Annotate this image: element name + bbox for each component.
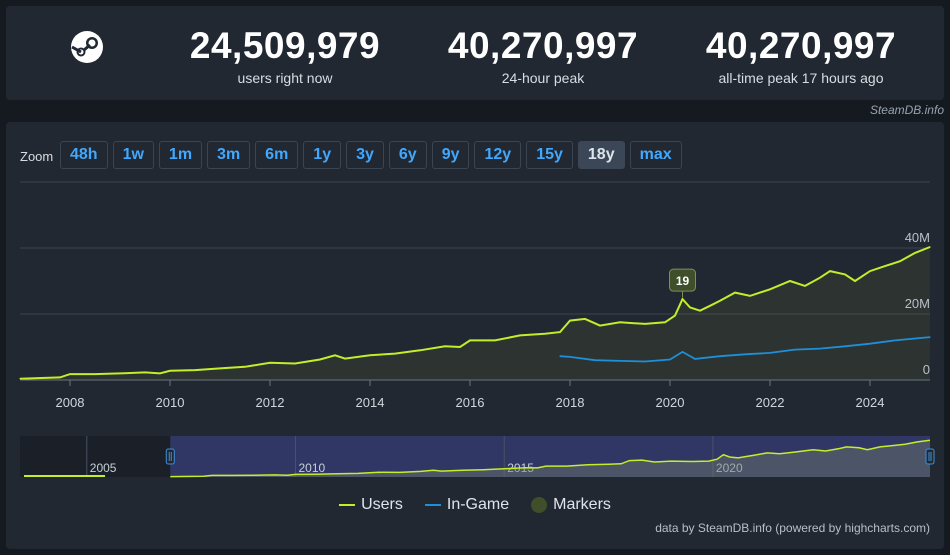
- stat-label: all-time peak 17 hours ago: [718, 70, 884, 86]
- legend-item-users[interactable]: Users: [339, 496, 403, 514]
- stat-value: 40,270,997: [705, 25, 897, 66]
- zoom-buttons: 48h 1w 1m 3m 6m 1y 3y 6y 9y 12y 15y 18y max: [60, 141, 682, 169]
- chart-panel: [6, 122, 944, 549]
- legend-item-in-game[interactable]: In-Game: [424, 496, 510, 514]
- zoom-button-15y[interactable]: 15y: [526, 141, 573, 169]
- legend-circle-icon: [531, 497, 548, 513]
- zoom-button-max[interactable]: max: [629, 141, 682, 169]
- legend-line-icon: [339, 504, 356, 506]
- zoom-button-12y[interactable]: 12y: [474, 141, 522, 169]
- stat-label: users right now: [237, 70, 333, 86]
- stats-panel: 24,509,979 users right now 40,270,997 24…: [6, 6, 944, 100]
- zoom-button-3m[interactable]: 3m: [207, 141, 251, 169]
- zoom-button-48h[interactable]: 48h: [60, 141, 108, 169]
- zoom-button-3y[interactable]: 3y: [346, 141, 384, 169]
- zoom-label: Zoom: [20, 149, 54, 164]
- zoom-button-18y[interactable]: 18y: [577, 141, 625, 169]
- legend-item-markers[interactable]: Markers: [531, 496, 611, 514]
- zoom-button-1w[interactable]: 1w: [112, 141, 154, 169]
- highcharts-credit[interactable]: data by SteamDB.info (powered by highcha…: [655, 521, 930, 535]
- steam-logo-icon: [71, 31, 103, 63]
- zoom-button-6m[interactable]: 6m: [255, 141, 299, 169]
- zoom-button-9y[interactable]: 9y: [431, 141, 470, 169]
- stat-all-time-peak: 40,270,997 all-time peak 17 hours ago: [681, 25, 921, 87]
- zoom-button-1m[interactable]: 1m: [158, 141, 203, 169]
- stat-label: 24-hour peak: [501, 70, 585, 86]
- stat-value: 24,509,979: [189, 25, 381, 66]
- stat-users-now: 24,509,979 users right now: [165, 25, 405, 87]
- stat-24h-peak: 40,270,997 24-hour peak: [423, 25, 663, 87]
- legend-label: Users: [361, 496, 403, 513]
- legend-line-icon: [424, 504, 441, 506]
- zoom-button-6y[interactable]: 6y: [388, 141, 427, 169]
- chart-legend: Users In-Game Markers: [0, 496, 950, 514]
- zoom-button-1y[interactable]: 1y: [303, 141, 342, 169]
- legend-label: In-Game: [446, 496, 510, 513]
- stat-value: 40,270,997: [447, 25, 639, 66]
- legend-label: Markers: [553, 496, 611, 513]
- steamdb-credit[interactable]: SteamDB.info: [869, 103, 944, 117]
